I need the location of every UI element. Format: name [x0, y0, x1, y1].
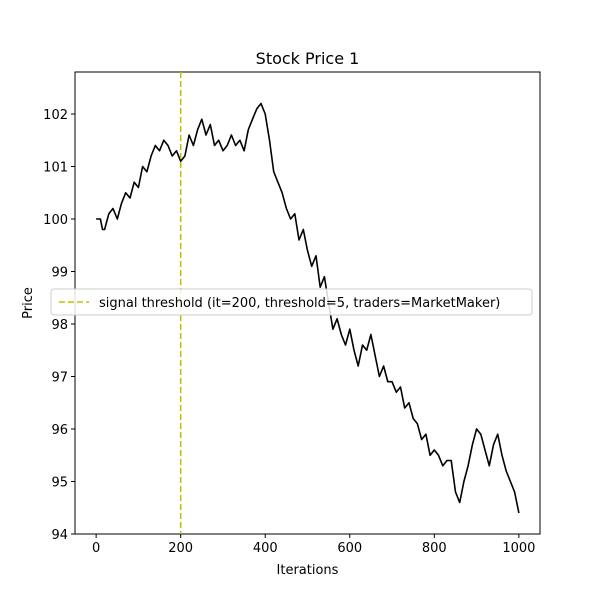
- y-tick-label: 97: [51, 371, 68, 386]
- legend: signal threshold (it=200, threshold=5, t…: [50, 288, 533, 316]
- y-tick-label: 99: [51, 266, 68, 281]
- price-line: [96, 102, 520, 514]
- x-tick-label: 800: [422, 541, 447, 556]
- y-axis-label: Price: [21, 287, 36, 319]
- y-tick-label: 100: [43, 213, 68, 228]
- y-tick-label: 102: [43, 108, 68, 123]
- x-tick-label: 1000: [502, 541, 535, 556]
- chart-title: Stock Price 1: [256, 49, 360, 68]
- x-tick-label: 600: [337, 541, 362, 556]
- x-axis-label: Iterations: [277, 563, 339, 578]
- legend-label: signal threshold (it=200, threshold=5, t…: [99, 296, 500, 311]
- y-tick-label: 98: [51, 318, 68, 333]
- y-tick-label: 94: [51, 528, 68, 543]
- legend-box: [50, 288, 533, 316]
- plot-area: 0 200 400 600 800 1000 94 95 96 97 98 99 100 101 102: [43, 71, 541, 556]
- y-tick-label: 96: [51, 423, 68, 438]
- y-tick-label: 95: [51, 476, 68, 491]
- x-tick-label: 200: [168, 541, 193, 556]
- x-tick-label: 0: [92, 541, 100, 556]
- x-tick-label: 400: [253, 541, 278, 556]
- y-tick-label: 101: [43, 161, 68, 176]
